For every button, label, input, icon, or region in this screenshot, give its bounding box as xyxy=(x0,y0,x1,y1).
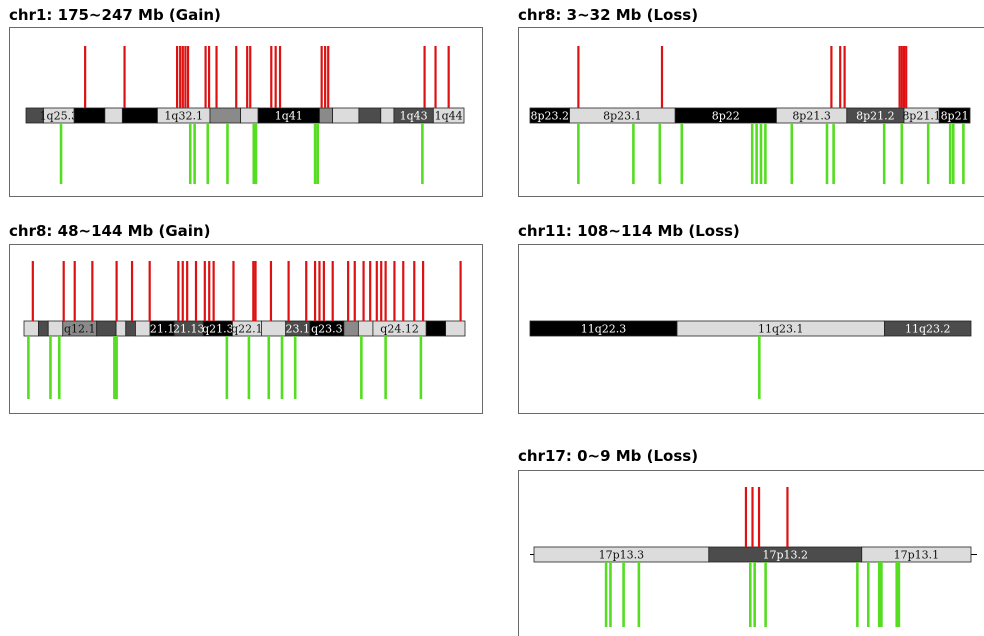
panel-title-chr8q: chr8: 48~144 Mb (Gain) xyxy=(9,222,211,240)
band-label: 1q32.1 xyxy=(164,110,203,123)
ideogram-panel-chr11: 11q22.3 11q23.1 11q23.2 xyxy=(518,244,984,414)
ideogram-panel-chr1: 1q25.3 1q32.1 1q41 1q43 1q44 xyxy=(9,27,483,197)
band-2 xyxy=(861,546,972,563)
band-label: 11q22.3 xyxy=(581,323,627,336)
band-label: 1q25.3 xyxy=(40,110,79,123)
panel-title-chr11: chr11: 108~114 Mb (Loss) xyxy=(518,222,740,240)
band-label: 17p13.1 xyxy=(894,549,940,562)
band-label: q12.1 xyxy=(64,323,96,336)
band-label: q23.3 xyxy=(311,323,343,336)
band-label: 17p13.3 xyxy=(599,549,645,562)
band-label: q21.3 xyxy=(202,323,234,336)
band-12 xyxy=(261,320,287,337)
band-19 xyxy=(445,320,466,337)
band-label: 8p22 xyxy=(712,110,740,123)
band-3 xyxy=(104,107,123,124)
band-11 xyxy=(358,107,382,124)
band-18 xyxy=(425,320,447,337)
band-label: 23.1 xyxy=(286,323,311,336)
panel-title-chr1: chr1: 175~247 Mb (Gain) xyxy=(9,6,221,24)
ideogram-chart-chr11: 11q22.3 11q23.1 11q23.2 xyxy=(529,320,972,399)
band-label: 1q41 xyxy=(275,110,303,123)
ideogram-chart-chr8p: 8p23.2 8p23.1 8p22 8p21.3 8p21.2 8p21.1 8p21 xyxy=(529,46,971,184)
band-6 xyxy=(209,107,242,124)
band-2 xyxy=(884,320,972,337)
band-2 xyxy=(47,320,64,337)
band-7 xyxy=(240,107,259,124)
band-4 xyxy=(121,107,158,124)
band-label: 8p21 xyxy=(941,110,969,123)
ideogram-chart-chr17: 17p13.3 17p13.2 17p13.1 xyxy=(530,487,977,627)
band-1 xyxy=(38,320,49,337)
band-label: 17p13.2 xyxy=(763,549,809,562)
panel-title-chr8p: chr8: 3~32 Mb (Loss) xyxy=(518,6,699,24)
band-0 xyxy=(23,320,39,337)
panel-title-chr17: chr17: 0~9 Mb (Loss) xyxy=(518,447,699,465)
band-6 xyxy=(938,107,971,124)
band-label: 11q23.2 xyxy=(905,323,951,336)
band-label: q24.12 xyxy=(380,323,419,336)
ideogram-panel-chr8q: q12.1 21.1 21.13 q21.3 q22.1 23.1 q23.3 q24.12 xyxy=(9,244,483,414)
band-label: 8p21.2 xyxy=(856,110,895,123)
band-label: q22.1 xyxy=(231,323,263,336)
band-5 xyxy=(115,320,127,337)
ideogram-chart-chr1: 1q25.3 1q32.1 1q41 1q43 1q44 xyxy=(25,46,465,184)
band-label: 8p23.2 xyxy=(531,110,570,123)
band-label: 1q44 xyxy=(435,110,463,123)
ideogram-panel-chr17: 17p13.3 17p13.2 17p13.1 xyxy=(518,470,984,636)
band-label: 8p21.3 xyxy=(792,110,831,123)
ideogram-panel-chr8p: 8p23.2 8p23.1 8p22 8p21.3 8p21.2 8p21.1 8p21 xyxy=(518,27,984,197)
band-2 xyxy=(73,107,106,124)
band-label: 11q23.1 xyxy=(758,323,804,336)
band-label: 1q43 xyxy=(400,110,428,123)
band-label: 8p21.1 xyxy=(902,110,941,123)
band-10 xyxy=(332,107,360,124)
band-12 xyxy=(380,107,395,124)
band-label: 8p23.1 xyxy=(603,110,642,123)
band-label: 21.1 xyxy=(150,323,175,336)
band-9 xyxy=(319,107,333,124)
band-4 xyxy=(96,320,117,337)
band-6 xyxy=(125,320,136,337)
band-15 xyxy=(343,320,359,337)
band-7 xyxy=(135,320,151,337)
band-16 xyxy=(357,320,374,337)
band-label: 21.13 xyxy=(173,323,205,336)
